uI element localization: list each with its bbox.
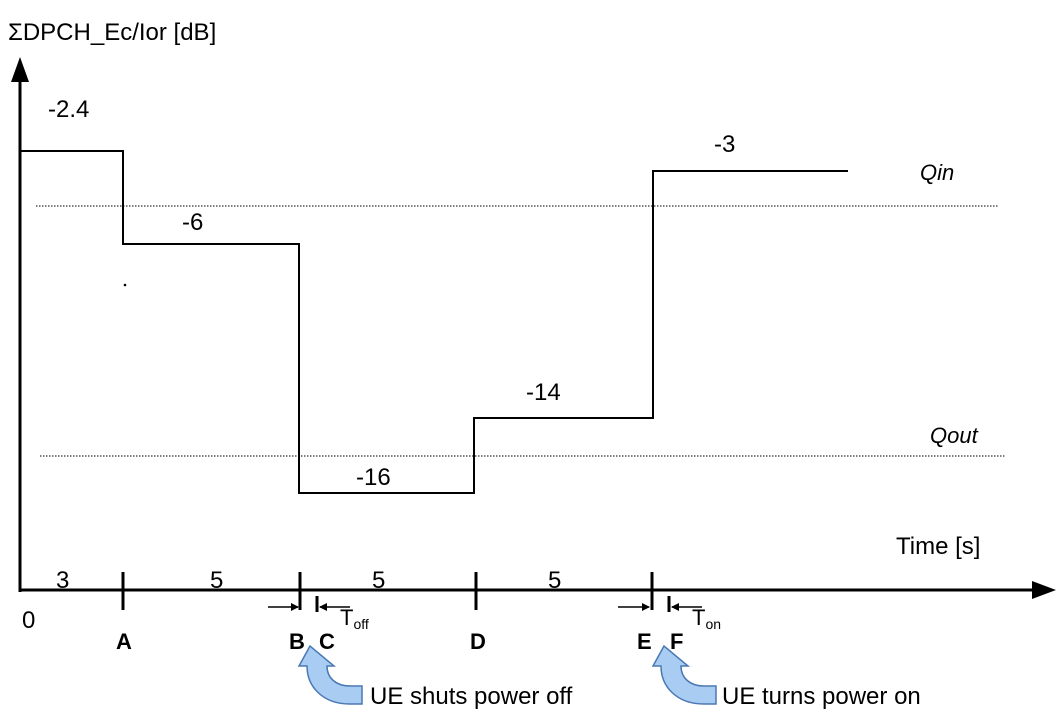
level-label-5: -3	[714, 131, 735, 158]
point-d-label: D	[470, 629, 486, 654]
stray-dot	[123, 283, 127, 287]
qin-label: Qin	[920, 160, 954, 185]
power-level-step-line	[20, 150, 848, 494]
level-label-1: -2.4	[48, 96, 89, 123]
level-label-4: -14	[526, 379, 561, 406]
y-axis-arrowhead	[11, 57, 29, 82]
toff-label: Toff	[340, 605, 369, 632]
duration-label-3: 5	[372, 567, 385, 594]
point-a-label: A	[116, 629, 132, 654]
origin-label: 0	[22, 607, 35, 634]
duration-label-1: 3	[56, 567, 69, 594]
level-label-3: -16	[356, 464, 391, 491]
qout-label: Qout	[930, 423, 979, 448]
x-axis-label: Time [s]	[896, 533, 980, 560]
point-b-label: B	[289, 629, 305, 654]
power-on-label: UE turns power on	[722, 683, 921, 709]
point-e-label: E	[637, 629, 652, 654]
power-off-callout-arrow	[297, 644, 363, 705]
power-on-callout-arrow	[651, 644, 717, 705]
power-off-label: UE shuts power off	[370, 683, 573, 709]
x-axis-arrowhead	[1032, 581, 1056, 599]
duration-label-4: 5	[548, 567, 561, 594]
point-c-label: C	[319, 629, 335, 654]
point-f-label: F	[670, 629, 683, 654]
level-label-2: -6	[182, 209, 203, 236]
ton-label: Ton	[692, 605, 721, 632]
y-axis-label: ΣDPCH_Ec/Ior [dB]	[8, 19, 216, 46]
duration-label-2: 5	[210, 567, 223, 594]
